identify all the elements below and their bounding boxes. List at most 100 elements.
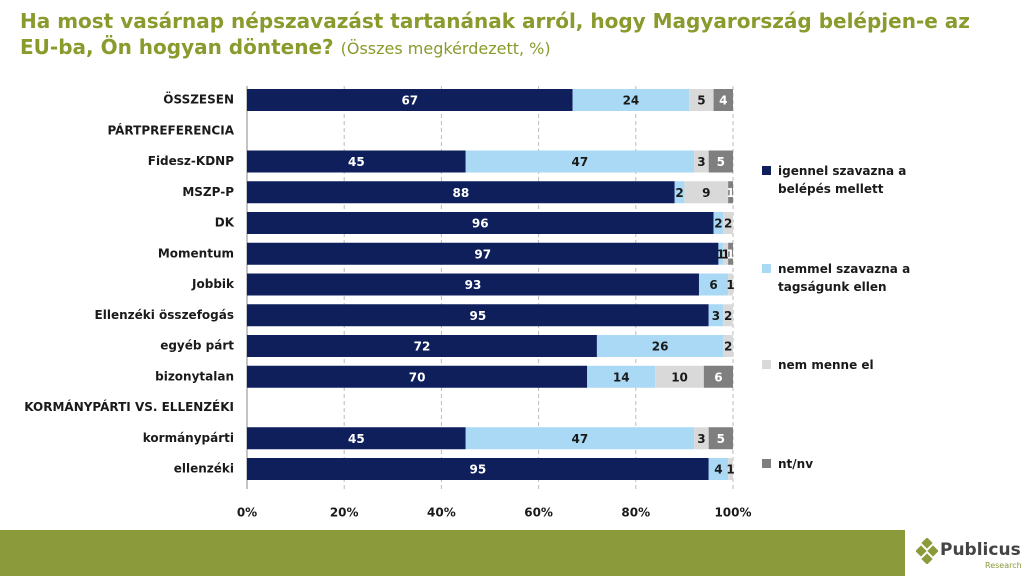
category-label: Momentum (158, 246, 234, 260)
x-tick-label: 20% (330, 506, 359, 520)
bar-segment (694, 150, 709, 173)
category-label: KORMÁNYPÁRTI VS. ELLENZÉKI (24, 399, 234, 414)
bar-segment (247, 273, 699, 296)
bar-segment (708, 150, 733, 173)
x-tick-label: 0% (237, 506, 257, 520)
value-label: 14 (613, 370, 630, 384)
legend-swatch (762, 459, 771, 468)
value-label: 1 (726, 247, 734, 261)
bar-segment (713, 212, 724, 234)
value-label: 1 (726, 463, 734, 477)
value-label: 2 (724, 217, 732, 231)
bar-segment (572, 89, 690, 111)
bar-segment (247, 427, 466, 450)
x-tick-label: 40% (427, 506, 456, 520)
bar-segment (247, 89, 573, 111)
category-label: kormánypárti (143, 431, 234, 445)
title-block: Ha most vasárnap népszavazást tartanának… (20, 8, 1010, 62)
value-label: 93 (465, 278, 482, 292)
bar-segment (465, 427, 695, 450)
category-label: Jobbik (191, 277, 235, 291)
value-label: 97 (474, 247, 491, 261)
bar-segment (247, 181, 675, 204)
bar-segment (655, 365, 704, 388)
brand-tagline: Research (985, 561, 1022, 570)
bar-segment (708, 427, 733, 450)
bar-segment (247, 212, 714, 234)
legend-label: nt/nv (778, 457, 814, 471)
bar-segment (723, 335, 733, 357)
bar-segment (728, 181, 733, 204)
value-label: 4 (714, 463, 722, 477)
value-label: 1 (717, 247, 725, 261)
value-label: 6 (709, 278, 717, 292)
category-label: bizonytalan (155, 369, 234, 383)
bar-segment (723, 212, 733, 234)
bar-segment (689, 89, 714, 111)
bar-segment (723, 242, 729, 265)
value-label: 2 (714, 217, 722, 231)
bar-segment (247, 458, 709, 480)
value-label: 45 (348, 155, 365, 169)
value-label: 3 (712, 309, 720, 323)
brand: Publicus (940, 540, 1021, 560)
bar-segment (703, 365, 733, 388)
logo-icon (916, 538, 938, 564)
value-label: 70 (409, 370, 426, 384)
category-label: PÁRTPREFERENCIA (107, 122, 234, 137)
bar-segment (708, 304, 724, 327)
bar-segment (723, 304, 733, 327)
legend-swatch (762, 360, 771, 369)
value-label: 67 (401, 94, 418, 108)
value-label: 1 (726, 186, 734, 200)
legend-swatch (762, 264, 771, 273)
value-label: 6 (714, 370, 722, 384)
bar-segment (247, 365, 588, 388)
legend-label: nemmel szavazna a tagságunk ellen (778, 262, 911, 294)
bar-segment (713, 89, 733, 111)
bar-segment (708, 458, 729, 480)
category-label: MSZP-P (182, 185, 234, 199)
bar-segment (247, 335, 597, 357)
value-label: 5 (697, 94, 705, 108)
bar-segment (247, 304, 709, 327)
bar-segment (247, 242, 719, 265)
x-tick-label: 60% (524, 506, 553, 520)
bar-segment (718, 242, 724, 265)
legend-label: nem menne el (778, 358, 874, 372)
value-label: 2 (724, 340, 732, 354)
bar-segment (684, 181, 729, 204)
category-label: Fidesz-KDNP (148, 154, 234, 168)
bar-segment (728, 273, 733, 296)
value-label: 1 (722, 247, 730, 261)
value-label: 10 (671, 370, 688, 384)
chart-subtitle: (Összes megkérdezett, %) (340, 39, 551, 58)
category-label: DK (215, 216, 235, 230)
value-label: 72 (414, 340, 431, 354)
value-label: 47 (572, 432, 589, 446)
value-label: 88 (452, 186, 469, 200)
value-label: 96 (472, 217, 489, 231)
bar-segment (728, 458, 733, 480)
bar-segment (728, 242, 733, 265)
x-tick-label: 100% (714, 506, 751, 520)
value-label: 4 (719, 94, 727, 108)
value-label: 95 (469, 309, 486, 323)
bar-segment (596, 335, 724, 357)
bar-segment (674, 181, 685, 204)
chart-title: Ha most vasárnap népszavazást tartanának… (20, 9, 970, 59)
value-label: 47 (572, 155, 589, 169)
bar-segment (694, 427, 709, 450)
value-label: 24 (623, 94, 640, 108)
category-label: ellenzéki (174, 462, 234, 476)
x-tick-label: 80% (621, 506, 650, 520)
category-label: Ellenzéki összefogás (95, 308, 234, 322)
value-label: 45 (348, 432, 365, 446)
value-label: 95 (469, 463, 486, 477)
bar-segment (247, 150, 466, 173)
value-label: 9 (702, 186, 710, 200)
bar-segment (587, 365, 656, 388)
value-label: 5 (717, 155, 725, 169)
